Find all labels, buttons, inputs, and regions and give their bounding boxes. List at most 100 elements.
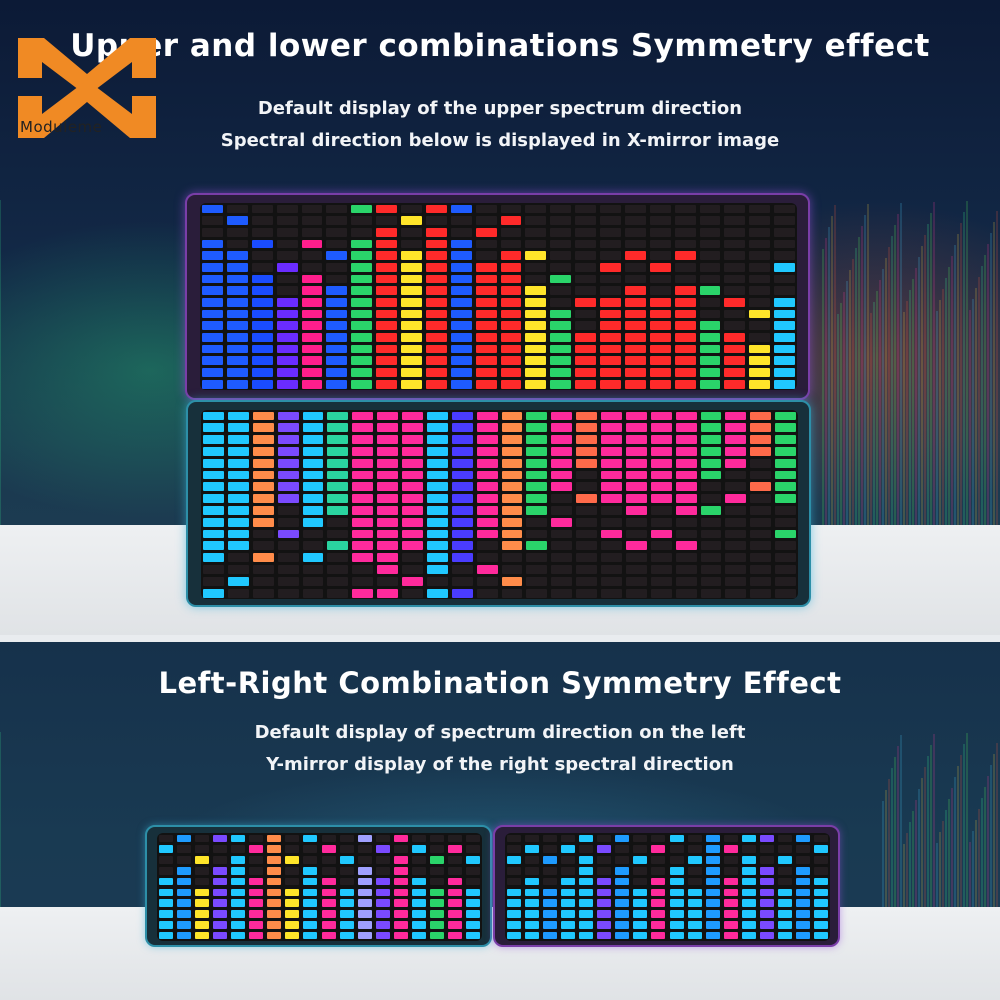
led-cell [429, 877, 444, 886]
led-cell [700, 446, 722, 456]
led-cell [741, 899, 756, 908]
led-cell [675, 470, 697, 480]
led-cell [624, 356, 646, 366]
led-cell [429, 888, 444, 897]
led-cell [226, 333, 248, 342]
led-cell [551, 411, 573, 421]
led-cell [687, 866, 702, 875]
led-cell [425, 262, 447, 272]
led-cell [725, 494, 747, 503]
led-cell [525, 834, 540, 843]
led-cell [227, 506, 249, 515]
logo-text: Moduleme [20, 118, 103, 136]
led-cell [321, 856, 336, 864]
led-cell [352, 576, 374, 586]
led-cell [674, 298, 696, 307]
led-cell [429, 910, 444, 918]
led-cell [426, 470, 448, 480]
led-cell [650, 553, 672, 563]
led-cell [402, 423, 423, 433]
led-cell [202, 309, 223, 319]
led-cell [476, 565, 498, 574]
led-cell [633, 856, 648, 864]
led-cell [625, 411, 647, 421]
led-cell [749, 309, 771, 319]
led-cell [267, 856, 282, 864]
led-cell [741, 920, 756, 929]
led-cell [725, 506, 747, 515]
led-cell [501, 458, 523, 468]
led-cell [724, 379, 746, 389]
led-cell [426, 494, 448, 503]
led-cell [276, 216, 298, 225]
led-cell [725, 423, 747, 433]
led-cell [351, 368, 373, 377]
led-cell [699, 216, 721, 225]
led-cell [231, 834, 246, 843]
led-cell [321, 866, 336, 875]
led-cell [327, 517, 349, 527]
led-cell [750, 588, 772, 598]
led-cell [601, 541, 622, 551]
led-cell [651, 877, 666, 886]
led-cell [625, 458, 647, 468]
led-cell [615, 931, 630, 940]
led-cell [451, 446, 473, 456]
led-cell [561, 856, 576, 864]
led-cell [501, 576, 523, 586]
led-cell [777, 877, 792, 886]
led-cell [759, 856, 774, 864]
led-cell [551, 494, 573, 503]
led-cell [625, 541, 647, 551]
led-cell [426, 435, 448, 444]
led-cell [339, 920, 354, 929]
led-cell [375, 899, 390, 908]
led-cell [326, 379, 348, 389]
led-cell [525, 899, 540, 908]
led-cell [576, 423, 597, 433]
led-cell [669, 866, 684, 875]
led-cell [202, 344, 223, 354]
led-cell [321, 834, 336, 843]
led-cell [377, 576, 398, 586]
led-cell [326, 204, 348, 214]
led-cell [795, 856, 810, 864]
led-cell [576, 435, 597, 444]
led-cell [705, 888, 720, 897]
led-cell [429, 866, 444, 875]
led-cell [376, 321, 397, 331]
led-cell [376, 216, 397, 225]
led-cell [813, 920, 828, 929]
led-cell [195, 910, 210, 918]
led-cell [550, 274, 572, 284]
led-cell [600, 368, 621, 377]
led-cell [357, 920, 372, 929]
led-cell [600, 227, 621, 237]
led-matrix [200, 203, 797, 390]
led-cell [301, 356, 323, 366]
led-cell [551, 506, 573, 515]
led-cell [302, 458, 324, 468]
led-cell [601, 565, 622, 574]
led-cell [813, 845, 828, 854]
led-cell [451, 435, 473, 444]
led-cell [625, 446, 647, 456]
led-cell [795, 845, 810, 854]
led-cell [376, 379, 397, 389]
led-cell [231, 920, 246, 929]
led-cell [525, 274, 547, 284]
led-cell [475, 344, 497, 354]
led-cell [600, 251, 621, 260]
led-cell [376, 262, 397, 272]
led-cell [723, 931, 738, 940]
led-cell [450, 356, 472, 366]
led-cell [749, 216, 771, 225]
led-cell [401, 368, 422, 377]
led-cell [601, 517, 622, 527]
led-cell [759, 910, 774, 918]
led-cell [525, 251, 547, 260]
led-cell [402, 529, 423, 539]
led-cell [159, 920, 174, 929]
led-cell [813, 910, 828, 918]
led-cell [376, 309, 397, 319]
